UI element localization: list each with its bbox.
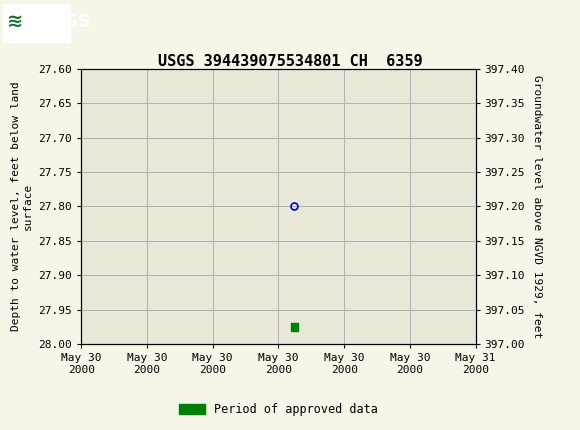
Bar — [3, 3, 70, 42]
Legend: Period of approved data: Period of approved data — [174, 398, 383, 421]
Y-axis label: Groundwater level above NGVD 1929, feet: Groundwater level above NGVD 1929, feet — [532, 75, 542, 338]
Text: USGS 394439075534801 CH  6359: USGS 394439075534801 CH 6359 — [158, 54, 422, 69]
Text: USGS: USGS — [39, 12, 90, 31]
Y-axis label: Depth to water level, feet below land
surface: Depth to water level, feet below land su… — [11, 82, 33, 331]
Bar — [291, 322, 298, 331]
Text: ≋: ≋ — [7, 12, 23, 31]
